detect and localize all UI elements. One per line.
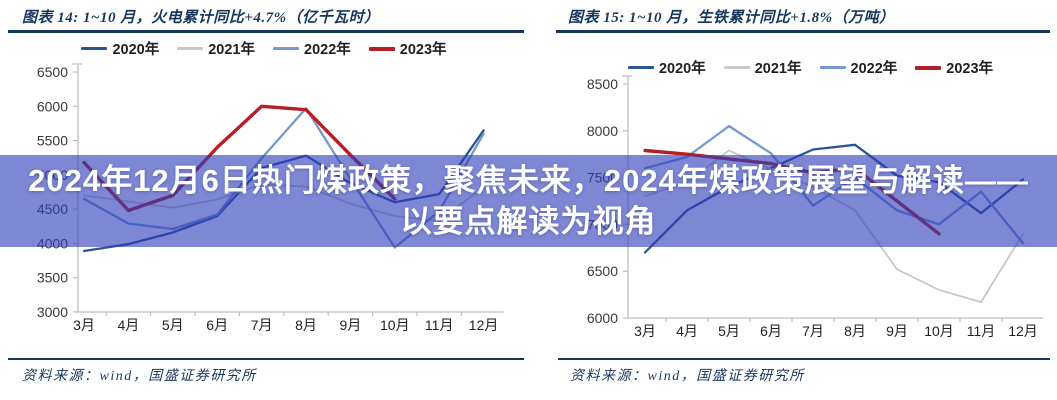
- footer-rule-left: [8, 358, 524, 360]
- x-tick-label: 10月: [380, 317, 410, 333]
- y-tick-label: 8000: [587, 123, 618, 139]
- legend-swatch: [627, 66, 654, 69]
- legend-item-2022年: 2022年: [273, 38, 351, 59]
- chart-title-left: 图表 14: 1~10 月，火电累计同比+4.7%（亿千瓦时）: [22, 10, 380, 26]
- x-tick-label: 12月: [469, 317, 499, 333]
- x-tick-label: 7月: [251, 317, 273, 333]
- y-tick-label: 6500: [37, 64, 68, 80]
- x-tick-label: 8月: [844, 323, 866, 339]
- x-tick-label: 5月: [162, 317, 184, 333]
- legend-item-2021年: 2021年: [723, 57, 802, 78]
- y-tick-label: 6000: [587, 310, 618, 326]
- legend-swatch: [915, 65, 942, 70]
- chart-title-right: 图表 15: 1~10 月，生铁累计同比+1.8%（万吨）: [568, 10, 895, 26]
- y-tick-label: 3000: [37, 304, 68, 320]
- legend-left: 2020年 2021年 2022年 2023年: [0, 38, 528, 59]
- x-tick-label: 6月: [206, 317, 228, 333]
- x-tick-label: 11月: [967, 323, 996, 339]
- legend-item-2021年: 2021年: [177, 38, 255, 59]
- legend-right: 2020年 2021年 2022年 2023年: [528, 57, 1057, 78]
- legend-item-2022年: 2022年: [819, 57, 898, 78]
- legend-swatch: [81, 47, 108, 50]
- x-tick-label: 12月: [1008, 323, 1038, 339]
- source-label-right: 资料来源：wind，国盛证券研究所: [570, 369, 805, 384]
- legend-label: 2022年: [850, 61, 898, 77]
- x-tick-label: 9月: [886, 323, 908, 339]
- legend-label: 2021年: [754, 61, 802, 77]
- y-tick-label: 5500: [37, 133, 68, 149]
- legend-swatch: [368, 46, 395, 51]
- legend-item-2023年: 2023年: [368, 38, 447, 59]
- y-tick-label: 8500: [587, 76, 618, 92]
- x-tick-label: 8月: [295, 317, 317, 333]
- x-tick-label: 5月: [718, 323, 740, 339]
- legend-item-2020年: 2020年: [81, 38, 159, 59]
- title-underline-right: [556, 30, 1050, 33]
- x-tick-label: 4月: [118, 317, 140, 333]
- legend-swatch: [819, 66, 846, 69]
- headline-line-1: 2024年12月6日热门煤政策，聚焦未来，2024年煤政策展望与解读——: [28, 163, 1029, 198]
- source-label-left: 资料来源：wind，国盛证券研究所: [22, 369, 257, 384]
- y-tick-label: 6500: [587, 263, 618, 279]
- legend-label: 2023年: [399, 42, 447, 58]
- title-underline-left: [8, 30, 524, 33]
- y-tick-label: 3500: [37, 270, 68, 286]
- x-tick-label: 7月: [802, 323, 824, 339]
- headline-line-2: 以要点解读为视角: [400, 204, 657, 239]
- legend-label: 2023年: [946, 61, 994, 77]
- legend-swatch: [723, 66, 750, 69]
- headline-banner-overlay: 2024年12月6日热门煤政策，聚焦未来，2024年煤政策展望与解读—— 以要点…: [0, 155, 1057, 247]
- legend-item-2023年: 2023年: [915, 57, 993, 78]
- x-tick-label: 3月: [73, 317, 95, 333]
- legend-swatch: [273, 47, 299, 50]
- x-tick-label: 10月: [924, 323, 954, 339]
- legend-label: 2022年: [304, 42, 351, 58]
- x-tick-label: 6月: [760, 323, 782, 339]
- legend-label: 2020年: [112, 42, 160, 58]
- x-tick-label: 4月: [676, 323, 698, 339]
- footer-rule-right: [558, 358, 1050, 360]
- legend-label: 2021年: [208, 42, 255, 58]
- x-tick-label: 3月: [634, 323, 656, 339]
- legend-swatch: [177, 47, 204, 50]
- x-tick-label: 9月: [340, 317, 362, 333]
- y-tick-label: 6000: [37, 98, 68, 114]
- legend-label: 2020年: [658, 61, 706, 77]
- legend-item-2020年: 2020年: [627, 57, 706, 78]
- x-tick-label: 11月: [425, 317, 454, 333]
